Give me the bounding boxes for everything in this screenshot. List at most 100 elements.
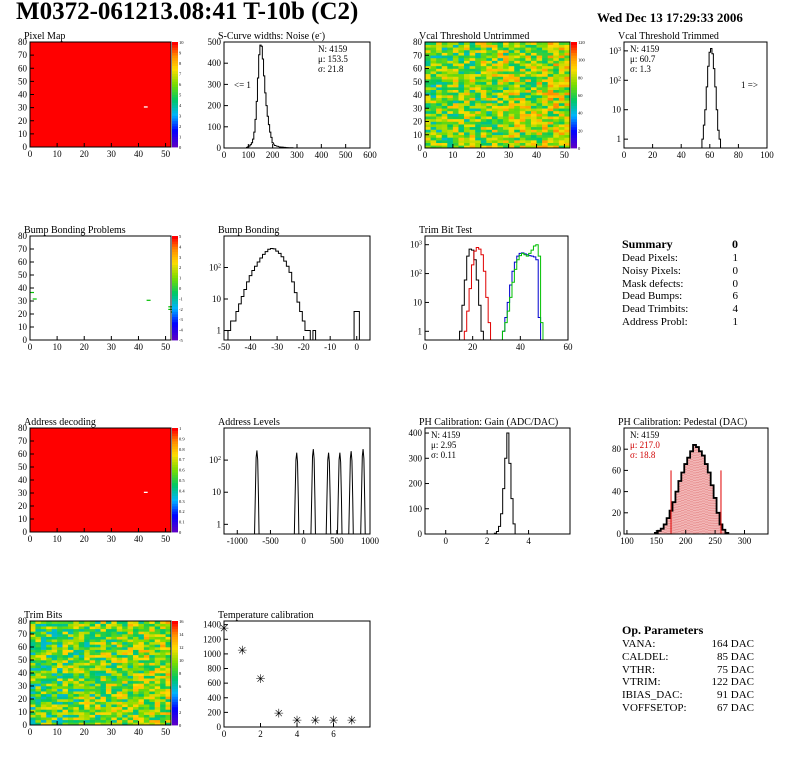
trim-bits-cell — [73, 660, 80, 663]
trim-bits-cell — [116, 719, 123, 723]
trim-bits-cell — [127, 657, 134, 661]
address-decoding-palette-band — [172, 456, 178, 460]
trim-bits-cell — [116, 623, 123, 627]
vcal-untrimmed-cell — [441, 89, 448, 93]
address-decoding-palette-band — [172, 480, 178, 483]
pixel-map-xtick-label: 50 — [161, 149, 171, 159]
vcal-untrimmed-cell — [536, 129, 543, 133]
trim-bits-cell — [30, 654, 36, 658]
trim-bits-cell — [154, 626, 161, 630]
vcal-untrimmed-cell — [452, 145, 459, 149]
vcal-untrimmed-cell — [497, 57, 504, 61]
trim-bits-cell — [78, 649, 85, 653]
trim-bits-cell — [127, 722, 134, 726]
vcal-untrimmed-cell — [536, 113, 543, 117]
vcal-untrimmed-cell — [519, 132, 526, 136]
address-decoding-palette-band — [172, 451, 178, 455]
vcal-untrimmed-cell — [436, 124, 443, 128]
vcal-untrimmed-cell — [542, 108, 548, 112]
vcal-untrimmed-cell — [525, 42, 532, 45]
vcal-untrimmed-cell — [425, 92, 431, 96]
trim-bits-cell — [84, 654, 90, 658]
trim-bits-cell — [35, 644, 42, 648]
vcal-untrimmed-cell — [542, 137, 548, 141]
trim-bits-cell — [116, 706, 123, 710]
vcal-untrimmed-cell — [469, 142, 476, 146]
trim-bits-cell — [78, 712, 85, 715]
vcal-untrimmed-cell — [436, 89, 443, 93]
bump-problems-palette-band — [172, 332, 178, 336]
vcal-untrimmed-cell — [475, 89, 482, 93]
trim-bits-cell — [84, 683, 90, 687]
vcal-untrimmed-cell — [486, 100, 493, 104]
trim-bits-palette-band — [172, 701, 178, 705]
vcal-untrimmed-cell — [491, 102, 498, 106]
trim-bits-cell — [100, 680, 107, 684]
vcal-untrimmed-cell — [497, 63, 504, 67]
vcal-untrimmed-cell — [469, 55, 476, 59]
trim-bits-cell — [100, 662, 107, 666]
vcal-untrimmed-cell — [425, 71, 431, 75]
vcal-untrimmed-cell — [503, 102, 509, 106]
trim-bits-cell — [35, 652, 42, 656]
temperature-calibration-frame — [223, 620, 371, 728]
op-parameter-label: CALDEL: — [622, 650, 669, 663]
trim-bits-cell — [46, 712, 52, 715]
vcal-untrimmed-cell — [503, 63, 509, 67]
trim-bits-cell — [116, 680, 123, 684]
vcal-untrimmed-cell — [553, 65, 560, 69]
vcal-untrimmed-cell — [486, 65, 493, 69]
vcal-untrimmed-cell — [436, 73, 443, 77]
trim-bits-cell — [127, 621, 134, 624]
vcal-untrimmed-cell — [530, 44, 537, 48]
trim-bits-cell — [105, 639, 112, 643]
vcal-untrimmed-cell — [430, 52, 437, 56]
trim-bits-cell — [95, 623, 101, 627]
trim-bits-cell — [105, 722, 112, 726]
vcal-untrimmed-cell — [564, 49, 571, 53]
vcal-untrimmed-cell — [430, 65, 437, 69]
trim-bits-palette-label: 2 — [179, 710, 181, 715]
trim-bits-cell — [154, 654, 161, 658]
trim-bits-cell — [100, 719, 107, 723]
trim-bits-cell — [160, 657, 166, 661]
trim-bits-cell — [51, 641, 58, 645]
vcal-untrimmed-cell — [547, 100, 554, 104]
vcal-untrimmed-cell — [530, 118, 537, 122]
trim-bits-cell — [138, 678, 145, 682]
trim-bits-cell — [122, 712, 128, 715]
trim-bits-cell — [154, 680, 161, 684]
trim-bits-cell — [30, 678, 36, 682]
ph-pedestal-title: PH Calibration: Pedestal (DAC) — [618, 417, 747, 428]
bump-problems-palette-band — [172, 243, 178, 247]
trim-bits-cell — [154, 628, 161, 632]
address-levels-spike — [348, 451, 354, 535]
address-decoding-xtick-label: 30 — [107, 534, 117, 544]
trim-bits-cell — [67, 701, 74, 705]
pixel-map-palette-band — [172, 91, 178, 95]
vcal-untrimmed-cell — [452, 92, 459, 96]
trim-bits-cell — [30, 639, 36, 643]
trim-bits-cell — [95, 719, 101, 723]
trim-bits-cell — [149, 688, 156, 692]
trim-bit-test-ytick-exp: 3 — [419, 241, 422, 247]
trim-bits-cell — [73, 686, 80, 689]
trim-bits-palette-band — [172, 675, 178, 679]
vcal-untrimmed-cell — [558, 142, 565, 146]
vcal-untrimmed-cell — [503, 124, 509, 128]
vcal-untrimmed-cell — [452, 100, 459, 104]
address-decoding-ytick-label: 40 — [18, 475, 28, 485]
trim-bits-cell — [133, 641, 139, 645]
vcal-untrimmed-cell — [425, 60, 431, 64]
trim-bits-cell — [51, 628, 58, 632]
vcal-untrimmed-cell — [542, 92, 548, 96]
vcal-untrimmed-cell — [503, 142, 509, 146]
vcal-untrimmed-cell — [441, 84, 448, 88]
trim-bits-cell — [35, 647, 42, 650]
trim-bits-cell — [138, 691, 145, 695]
vcal-untrimmed-cell — [491, 118, 498, 122]
trim-bits-cell — [133, 662, 139, 666]
trim-bits-cell — [149, 706, 156, 710]
address-decoding-ytick-label: 0 — [23, 527, 28, 537]
